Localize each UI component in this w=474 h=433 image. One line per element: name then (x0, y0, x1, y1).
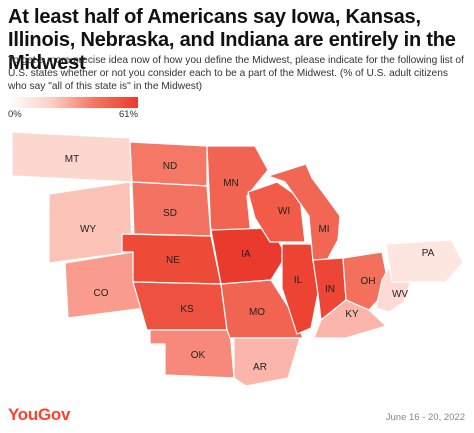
state-ar (233, 337, 301, 387)
legend-max-label: 61% (118, 109, 138, 120)
state-pa (385, 239, 464, 283)
state-label: AR (253, 362, 267, 373)
legend-gradient-bar (8, 97, 138, 108)
yougov-logo: YouGov (8, 405, 71, 424)
state-label: KY (345, 309, 359, 320)
state-wy (48, 181, 133, 264)
state-label: MN (223, 178, 239, 189)
state-label: NE (166, 255, 180, 266)
state-label: IL (294, 275, 303, 286)
legend-min-label: 0% (8, 109, 22, 120)
state-mn (206, 145, 269, 237)
state-label: MO (249, 307, 265, 318)
state-label: OH (361, 276, 376, 287)
state-label: MI (318, 224, 329, 235)
state-ky (313, 299, 387, 339)
color-legend: 0% 61% (8, 97, 138, 120)
state-label: WI (278, 206, 290, 217)
state-label: WV (392, 289, 408, 300)
state-label: SD (163, 208, 177, 219)
state-label: MT (65, 154, 79, 165)
state-wi (247, 181, 306, 243)
state-label: PA (422, 248, 435, 259)
chart-subtitle: To get a more precise idea now of how yo… (8, 55, 464, 92)
state-label: IA (241, 249, 251, 260)
state-label: CO (94, 288, 109, 299)
state-mo (220, 279, 304, 339)
state-label: ND (163, 161, 177, 172)
state-mi (267, 163, 341, 263)
state-label: OK (191, 350, 206, 361)
chart-title: At least half of Americans say Iowa, Kan… (8, 6, 456, 74)
midwest-choropleth-map: MT WY CO ND SD NE KS OK MN IA MO AR WI I… (11, 131, 464, 387)
survey-date: June 16 - 20, 2022 (385, 412, 465, 423)
state-label: IN (325, 284, 335, 295)
state-label: WY (80, 224, 96, 235)
state-label: KS (180, 304, 194, 315)
